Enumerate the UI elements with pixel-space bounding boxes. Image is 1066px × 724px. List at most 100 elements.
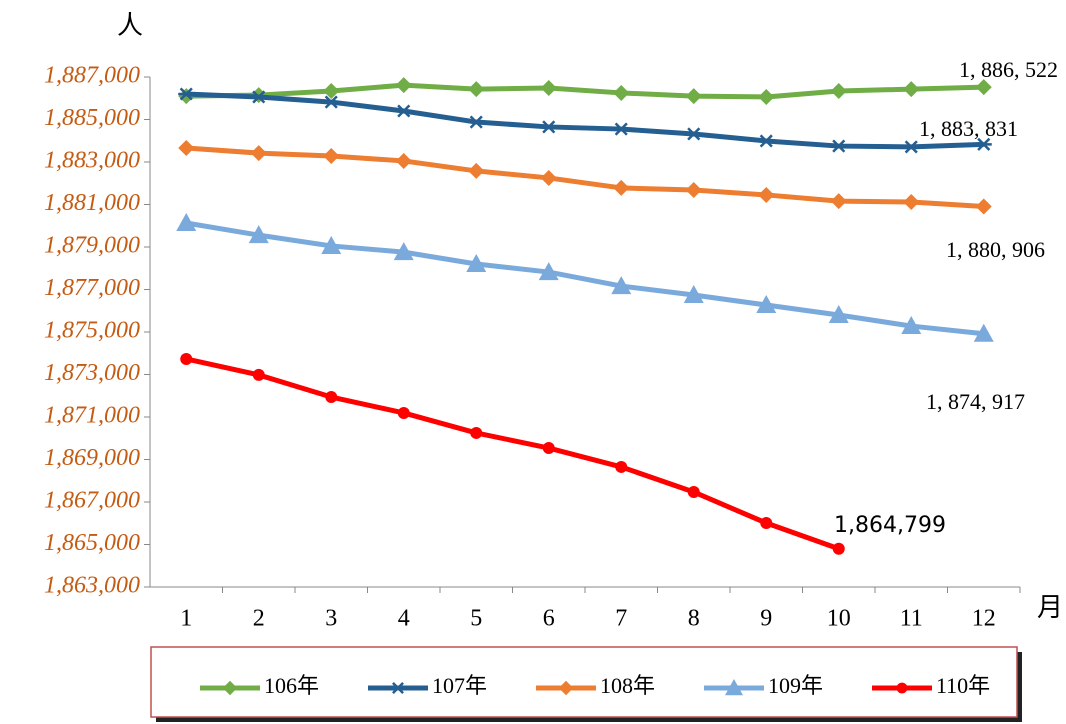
marker — [725, 679, 743, 696]
marker — [613, 84, 630, 101]
x-tick-label: 9 — [760, 606, 772, 632]
marker — [395, 77, 412, 94]
x-tick-label: 1 — [180, 606, 192, 632]
marker — [832, 542, 845, 555]
marker — [975, 137, 992, 151]
marker — [222, 680, 238, 696]
y-tick-label: 1,887,000 — [44, 63, 140, 89]
marker — [470, 426, 483, 439]
y-tick-label: 1,867,000 — [44, 488, 140, 514]
marker — [323, 148, 340, 165]
marker — [685, 88, 702, 105]
marker — [760, 517, 773, 530]
marker — [830, 193, 847, 210]
marker — [466, 254, 487, 272]
x-tick-label: 3 — [325, 606, 337, 632]
marker — [683, 285, 704, 304]
y-tick-label: 1,865,000 — [44, 530, 140, 556]
x-tick-label: 2 — [253, 606, 265, 632]
marker — [615, 460, 628, 473]
x-tick-label: 7 — [615, 606, 627, 632]
marker — [538, 262, 559, 281]
marker — [973, 323, 994, 342]
marker — [903, 81, 920, 98]
x-axis-label: 月 — [1037, 593, 1063, 622]
marker — [540, 169, 557, 186]
marker — [613, 179, 630, 196]
y-tick-label: 1,885,000 — [44, 105, 140, 131]
marker — [613, 122, 630, 136]
data-label: 1, 874, 917 — [926, 389, 1025, 414]
marker — [468, 115, 485, 129]
series-line — [186, 91, 984, 150]
data-label: 1, 886, 522 — [959, 57, 1058, 82]
marker — [828, 305, 849, 323]
marker — [758, 88, 775, 105]
marker — [325, 391, 338, 404]
x-tick-label: 11 — [900, 606, 923, 632]
marker — [975, 79, 992, 96]
marker — [687, 486, 700, 499]
marker — [611, 276, 632, 295]
marker — [758, 186, 775, 203]
marker — [250, 145, 267, 162]
marker — [756, 295, 777, 314]
y-axis-label: 人 — [117, 11, 143, 40]
x-tick-label: 8 — [688, 606, 700, 632]
marker — [395, 152, 412, 169]
marker — [468, 162, 485, 179]
marker — [975, 198, 992, 215]
marker — [901, 316, 922, 335]
y-tick-label: 1,873,000 — [44, 360, 140, 386]
x-tick-label: 12 — [972, 606, 996, 632]
marker — [685, 182, 702, 199]
data-label: 1,864,799 — [834, 513, 946, 538]
y-tick-label: 1,863,000 — [44, 573, 140, 599]
marker — [540, 80, 557, 97]
marker — [903, 140, 920, 154]
y-tick-label: 1,883,000 — [44, 148, 140, 174]
legend-label: 109年 — [768, 673, 823, 698]
legend-box — [150, 646, 1018, 718]
marker — [395, 104, 412, 118]
legend-label: 107年 — [432, 673, 487, 698]
marker — [176, 212, 197, 231]
marker — [178, 87, 195, 101]
y-tick-label: 1,879,000 — [44, 233, 140, 259]
legend-label: 110年 — [936, 673, 990, 698]
marker — [903, 193, 920, 210]
x-tick-label: 4 — [398, 606, 410, 632]
marker — [685, 127, 702, 141]
y-tick-label: 1,877,000 — [44, 275, 140, 301]
marker — [830, 139, 847, 153]
marker — [397, 406, 410, 419]
data-label: 1, 880, 906 — [946, 237, 1045, 262]
legend-label: 108年 — [600, 673, 655, 698]
series-line — [185, 220, 985, 337]
marker — [178, 139, 195, 156]
marker — [542, 442, 555, 455]
marker — [896, 682, 908, 694]
y-tick-label: 1,871,000 — [44, 403, 140, 429]
marker — [540, 120, 557, 134]
x-tick-label: 6 — [543, 606, 555, 632]
marker — [393, 242, 414, 261]
marker — [830, 83, 847, 100]
marker — [250, 90, 267, 104]
x-tick-label: 10 — [827, 606, 851, 632]
y-tick-label: 1,881,000 — [44, 190, 140, 216]
y-tick-label: 1,869,000 — [44, 445, 140, 471]
marker — [758, 134, 775, 148]
marker — [323, 95, 340, 109]
y-tick-label: 1,875,000 — [44, 318, 140, 344]
data-label: 1, 883, 831 — [919, 116, 1018, 141]
x-tick-label: 5 — [470, 606, 482, 632]
marker — [323, 83, 340, 100]
series-line — [186, 145, 984, 209]
marker — [558, 680, 574, 696]
marker — [321, 235, 342, 254]
marker — [252, 368, 265, 381]
marker — [180, 352, 193, 365]
marker — [390, 682, 406, 694]
